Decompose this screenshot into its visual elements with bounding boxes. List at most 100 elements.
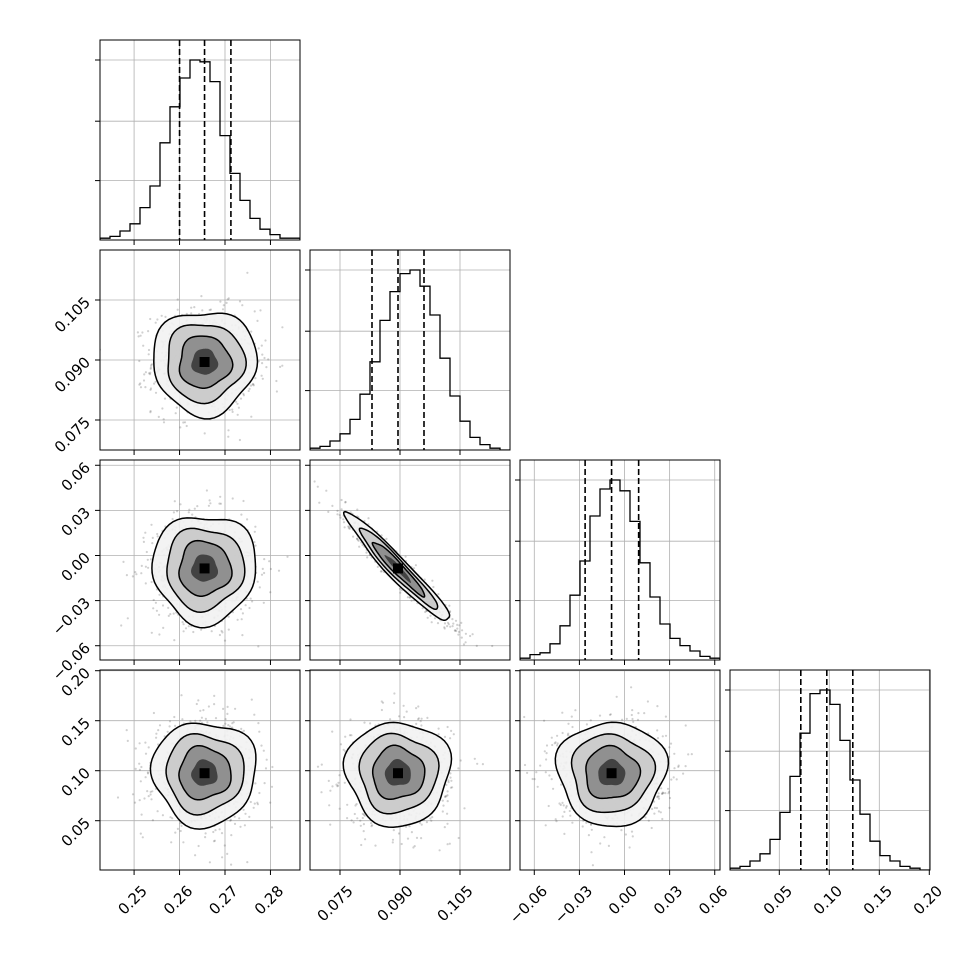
sample-point [329,789,332,792]
sample-point [235,400,238,403]
sample-point [180,824,183,828]
sample-point [316,765,320,768]
sample-point [203,432,206,435]
histogram-step [520,479,720,660]
sample-point [166,730,169,733]
panel-frame [309,669,511,871]
sample-point [147,372,151,375]
sample-point [144,565,147,568]
sample-point [171,817,174,820]
sample-point [446,621,450,624]
sample-point [356,817,359,820]
sample-point [410,599,413,602]
sample-point [152,711,155,715]
sample-point [116,796,120,799]
sample-point [366,556,369,559]
sample-point [189,720,192,723]
sample-point [204,717,207,721]
sample-point [144,741,147,744]
sample-point [331,785,334,788]
sample-point [157,743,160,746]
sample-point [142,344,145,347]
sample-point [257,347,260,350]
sample-point [158,593,161,596]
sample-point [238,300,242,303]
sample-point [430,819,433,822]
sample-point [173,639,176,642]
contour-line [178,335,234,389]
sample-point [363,519,366,523]
sample-point [126,617,129,620]
sample-point [420,717,423,720]
sample-point [444,795,447,798]
sample-point [398,715,401,718]
y-tick-label: 0.03 [58,504,94,540]
sample-point [455,629,458,633]
sample-point [363,814,366,817]
sample-point [336,509,339,512]
sample-point [458,624,461,627]
sample-point [656,705,659,708]
sample-point [481,763,484,766]
sample-point [231,726,234,729]
sample-point [209,308,212,311]
sample-point [153,382,156,385]
sample-point [631,709,634,712]
sample-point [451,618,454,621]
sample-point [441,810,444,813]
sample-point [246,518,249,521]
sample-point [227,628,230,631]
sample-point [443,626,446,629]
sample-point [364,838,367,841]
sample-point [254,525,257,528]
sample-point [147,795,150,798]
sample-point [446,790,449,793]
contour-line [342,721,453,828]
sample-point [316,485,319,488]
sample-point [126,739,129,743]
sample-point [237,406,240,409]
sample-point [340,508,343,511]
sample-point [447,623,450,626]
sample-point [437,733,440,736]
sample-point [225,301,228,304]
sample-point [279,365,282,368]
sample-point [167,614,170,618]
sample-point [362,813,365,816]
sample-point [336,785,339,788]
sample-point [251,600,254,603]
sample-point [400,842,403,846]
x-tick-label: 0.25 [114,882,150,918]
sample-point [200,716,203,719]
sample-point [391,841,394,844]
sample-point [248,606,251,610]
sample-point [229,819,232,822]
sample-point [415,836,419,840]
sample-point [136,331,139,334]
sample-point [134,747,137,750]
sample-point [226,712,229,716]
sample-point [380,700,383,703]
sample-point [242,808,245,811]
sample-point [198,312,201,316]
sample-point [262,601,265,604]
sample-point [156,318,159,321]
sample-point [232,721,235,724]
sample-point [385,537,388,541]
sample-point [450,779,453,782]
sample-point [348,734,352,737]
sample-point [242,394,245,397]
sample-point [252,806,255,809]
sample-point [437,593,440,596]
sample-point [220,832,224,835]
sample-point [224,722,227,725]
sample-point [446,822,449,825]
sample-point [239,608,243,611]
sample-point [125,729,128,732]
sample-point [420,823,423,826]
sample-point [555,820,558,823]
density-peak [199,357,210,367]
y-tick-label: 0.090 [51,353,94,396]
sample-point [454,629,457,632]
sample-point [667,787,670,790]
